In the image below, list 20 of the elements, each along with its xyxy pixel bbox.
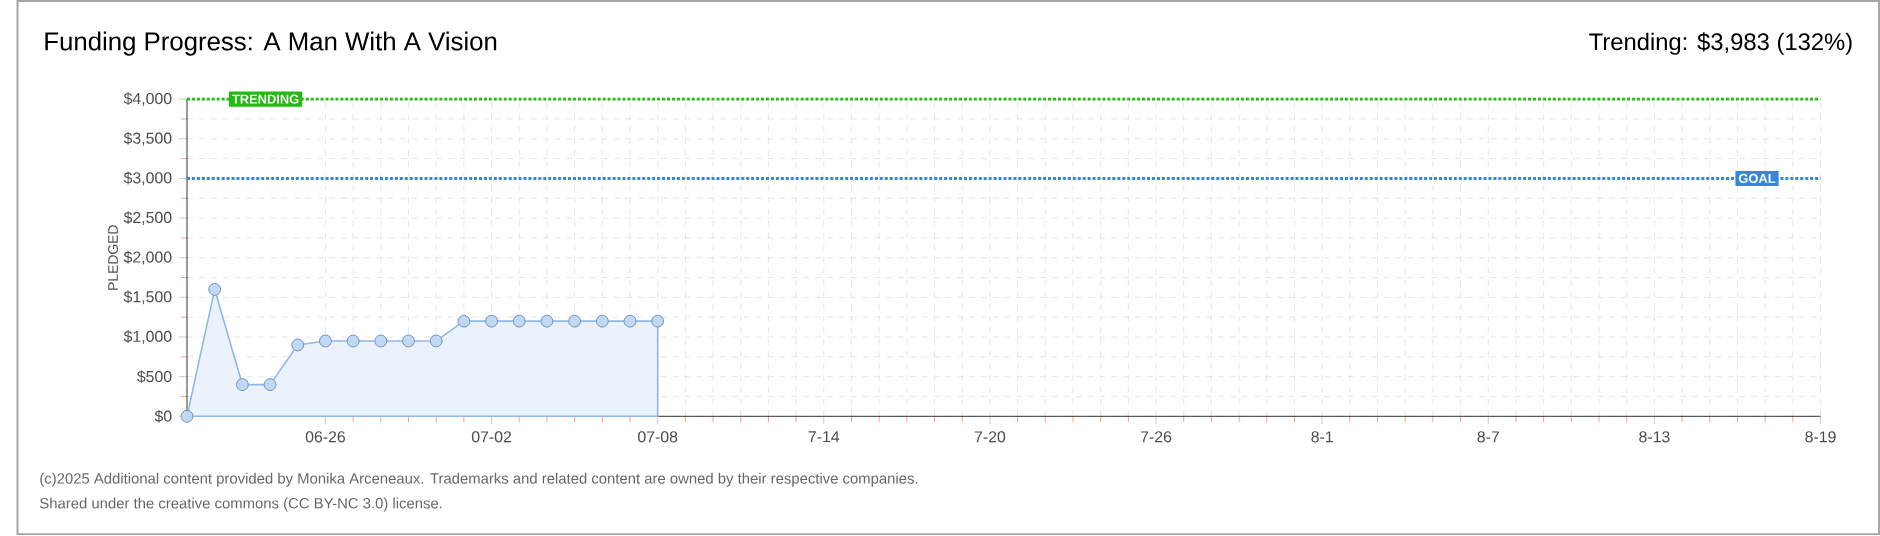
point [208,283,222,297]
point [263,378,277,392]
point [429,334,443,348]
point [318,334,332,348]
point [651,315,665,328]
point [540,315,554,328]
point [346,334,360,348]
point [595,315,609,328]
point [512,315,526,328]
point [568,315,582,328]
chart-subtitle: Trending: $3,983 (132%) [1589,32,1852,56]
point [457,315,471,328]
point [623,315,637,328]
point [180,410,194,424]
point [235,378,249,392]
chart-title: Funding Progress: A Man With A Vision [45,31,497,57]
point [374,334,388,348]
point [291,338,305,352]
point [402,334,415,348]
point [485,315,498,328]
